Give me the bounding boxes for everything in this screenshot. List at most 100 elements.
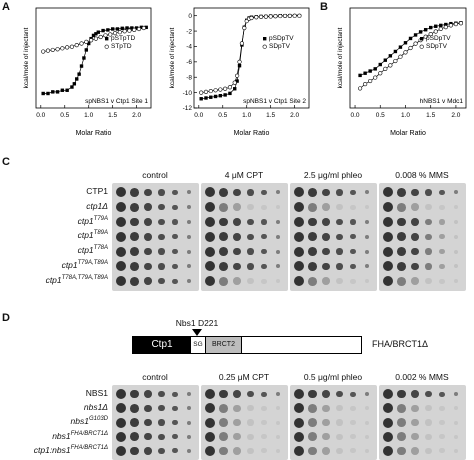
x-tick-label: 2.0 — [132, 112, 141, 119]
colony-spot — [308, 432, 317, 442]
data-point-square — [106, 28, 110, 32]
brct2-domain: BRCT2 — [206, 337, 242, 353]
x-tick-label: 1.5 — [108, 112, 117, 119]
data-point-square — [358, 73, 362, 78]
data-point-square — [46, 91, 50, 96]
colony-spot — [294, 276, 304, 287]
legend-marker-circle — [104, 44, 109, 49]
data-point-square — [115, 27, 120, 31]
data-point-square — [55, 90, 60, 94]
colony-spot — [364, 434, 369, 439]
colony-spot — [233, 404, 241, 413]
colony-spot — [411, 262, 419, 271]
data-point-circle — [213, 88, 218, 93]
data-point-square — [434, 24, 438, 28]
colony-spot — [261, 419, 267, 426]
chart-annotation: hNBS1 v Mdc1 — [420, 98, 464, 105]
colony-spot — [219, 262, 228, 271]
colony-spot — [439, 219, 445, 225]
colony-spot — [308, 188, 317, 197]
colony-spot — [186, 190, 191, 195]
colony-spot — [261, 448, 267, 454]
colony-spot — [425, 189, 432, 196]
data-point-square — [235, 79, 239, 83]
legend-label: pSDpTV — [269, 35, 294, 42]
colony-spot — [144, 390, 152, 398]
colony-spot — [261, 204, 267, 210]
data-point-circle — [127, 28, 132, 33]
strain-label: CTP1 — [4, 186, 108, 196]
data-point-circle — [458, 21, 464, 26]
condition-label: control — [142, 170, 168, 180]
colony-spot — [322, 418, 330, 427]
colony-spot — [425, 233, 432, 240]
colony-spot — [116, 261, 126, 272]
colony-spot — [233, 233, 241, 241]
itc-chart-mdc1: 0.0 0.5 1.0 1.5 2.0 Molar Ratio kcal/mole of i… — [337, 7, 467, 137]
colony-spot — [158, 204, 165, 211]
data-point-circle — [278, 13, 283, 19]
x-axis-label: Molar Ratio — [390, 130, 426, 137]
data-point-circle — [292, 13, 297, 18]
colony-spot — [247, 233, 254, 240]
colony-spot — [247, 218, 254, 226]
colony-spot — [130, 432, 139, 442]
colony-spot — [219, 418, 228, 427]
colony-spot — [411, 233, 419, 241]
data-point-circle — [112, 31, 118, 36]
colony-spot — [383, 202, 393, 213]
colony-spot — [261, 249, 267, 255]
chart-annotation: spNBS1 v Ctp1 Site 2 — [243, 98, 306, 105]
panel-label-a: A — [2, 1, 10, 13]
plate-image — [201, 183, 288, 291]
colony-spot — [130, 232, 139, 242]
colony-spot — [322, 404, 330, 413]
y-axis-label: kcal/mole of injectant — [169, 27, 176, 88]
colony-spot — [261, 263, 267, 269]
colony-spot — [308, 276, 317, 286]
y-tick-label: 0 — [188, 13, 192, 20]
data-point-square — [51, 90, 55, 94]
data-point-square — [199, 97, 203, 101]
strain-allele: T79A,T89A — [77, 260, 108, 267]
colony-spot — [411, 203, 419, 211]
colony-spot — [186, 220, 191, 224]
colony-spot — [219, 403, 228, 413]
strain-name: nbs1 — [70, 416, 89, 427]
data-point-circle — [74, 42, 79, 48]
condition-label: 0.5 μg/ml phleo — [303, 372, 363, 382]
strain-label: ctp1T89A — [4, 230, 108, 240]
data-point-square — [363, 71, 367, 75]
legend-label: pSDpTV — [426, 35, 451, 42]
data-point-square — [72, 82, 77, 86]
colony-spot — [336, 447, 343, 455]
x-tick-label: 0.5 — [60, 112, 69, 119]
data-point-square — [139, 25, 144, 30]
data-point-circle — [227, 85, 233, 90]
colony-spot — [116, 445, 126, 456]
data-point-square — [41, 91, 45, 96]
data-point-circle — [383, 66, 388, 71]
construct-label: FHA/BRCT1Δ — [372, 339, 429, 349]
data-point-circle — [254, 15, 259, 20]
legend-marker-square — [263, 37, 267, 41]
strain-allele: T79A — [93, 215, 108, 222]
data-point-circle — [443, 25, 448, 30]
legend-label: SDpTV — [269, 43, 291, 50]
colony-spot — [294, 217, 304, 227]
colony-spot — [439, 448, 445, 454]
colony-spot — [158, 248, 165, 255]
colony-spot — [322, 218, 330, 226]
data-point-square — [223, 93, 227, 97]
colony-spot — [364, 264, 369, 269]
colony-spot — [144, 203, 152, 211]
data-point-circle — [368, 78, 373, 84]
data-point-circle — [136, 26, 142, 32]
colony-spot — [275, 434, 280, 439]
colony-spot — [233, 188, 241, 197]
colony-spot — [453, 190, 458, 195]
colony-spot — [453, 264, 458, 269]
colony-spot — [294, 431, 304, 442]
colony-spot — [172, 234, 178, 240]
colony-spot — [158, 189, 165, 196]
